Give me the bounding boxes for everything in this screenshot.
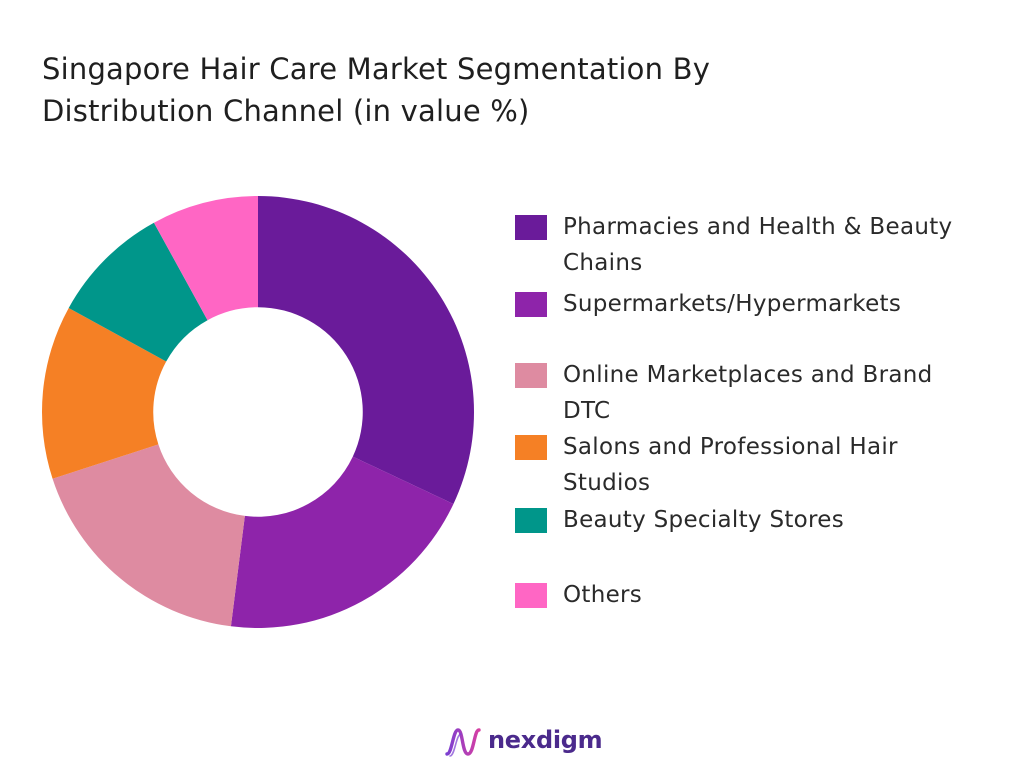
legend-swatch <box>515 508 547 533</box>
legend-label: Salons and Professional Hair Studios <box>563 434 898 496</box>
legend-swatch <box>515 363 547 388</box>
donut-slice-3 <box>42 307 167 479</box>
donut-chart <box>42 196 475 628</box>
chart-title: Singapore Hair Care Market Segmentation … <box>42 48 842 132</box>
brand-name: nexdigm <box>488 726 603 754</box>
legend-swatch <box>515 215 547 240</box>
brand-logo: nexdigm <box>444 722 604 762</box>
donut-slice-5 <box>153 196 258 321</box>
legend-label: Supermarkets/Hypermarkets <box>563 291 902 317</box>
donut-slice-0 <box>258 196 475 504</box>
legend-label: Pharmacies and Health & Beauty Chains <box>563 214 953 276</box>
chart-title-line-1: Singapore Hair Care Market Segmentation … <box>42 52 711 86</box>
legend-swatch <box>515 292 547 317</box>
legend-label: Others <box>563 582 643 608</box>
donut-slice-2 <box>52 444 245 627</box>
nexdigm-logo-icon <box>445 728 481 757</box>
donut-slice-4 <box>68 222 208 362</box>
legend-swatch <box>515 583 547 608</box>
donut-slice-1 <box>230 456 454 628</box>
legend-label: Online Marketplaces and Brand DTC <box>563 362 933 424</box>
legend-swatch <box>515 435 547 460</box>
legend-label: Beauty Specialty Stores <box>563 507 845 533</box>
chart-title-line-2: Distribution Channel (in value %) <box>42 94 530 128</box>
